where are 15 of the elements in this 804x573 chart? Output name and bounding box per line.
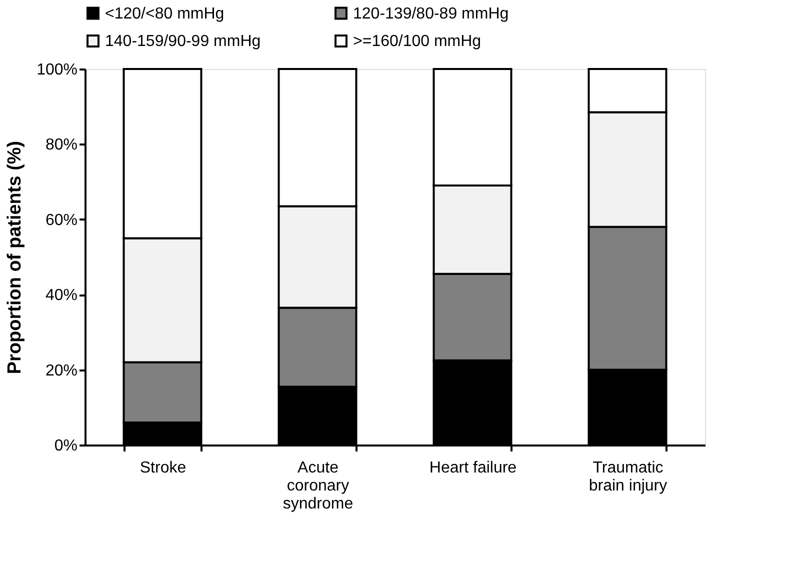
y-tick-label: 20% bbox=[45, 362, 78, 380]
y-tick-label: 80% bbox=[45, 136, 78, 154]
y-axis-title: Proportion of patients (%) bbox=[4, 140, 26, 374]
legend-label: 120-139/80-89 mmHg bbox=[353, 5, 509, 22]
legend-label: <120/<80 mmHg bbox=[105, 5, 224, 22]
y-tick-label: 0% bbox=[54, 438, 78, 454]
x-tick-label: Heart failure bbox=[429, 460, 517, 476]
x-tick-label: Stroke bbox=[140, 460, 186, 476]
y-tick-label: 60% bbox=[45, 212, 78, 229]
x-tick-label: Traumatic brain injury bbox=[588, 460, 668, 494]
legend-label: 140-159/90-99 mmHg bbox=[105, 33, 261, 50]
x-tick-label: Acute coronary syndrome bbox=[282, 460, 354, 512]
legend-label: >=160/100 mmHg bbox=[353, 33, 482, 50]
y-tick-label: 100% bbox=[36, 62, 78, 78]
y-tick-label: 40% bbox=[45, 287, 78, 304]
